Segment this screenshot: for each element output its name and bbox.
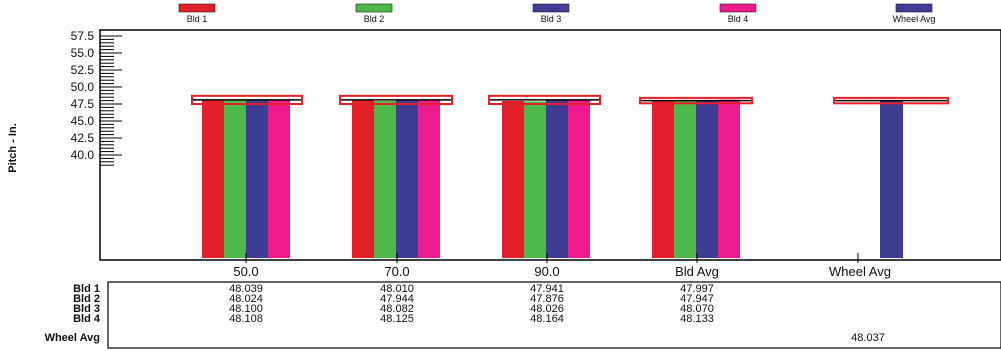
- y-axis-label: Pitch - In.: [7, 123, 19, 173]
- y-tick-label: 47.5: [71, 97, 95, 111]
- table-cell: 47.947: [680, 293, 714, 305]
- bars: [202, 99, 903, 259]
- bar: [524, 101, 546, 258]
- legend-swatch: [532, 3, 570, 13]
- bar: [246, 99, 268, 258]
- bar: [396, 100, 418, 259]
- legend-label: Bld 2: [364, 14, 385, 24]
- tolerance-box: [833, 96, 949, 105]
- bar: [652, 100, 674, 259]
- table-cell: 47.941: [530, 283, 564, 295]
- legend-swatch: [355, 3, 393, 13]
- table-cell: 47.997: [680, 283, 714, 295]
- table-cell: 47.876: [530, 293, 564, 305]
- bar: [696, 100, 718, 259]
- plot-frame: [99, 29, 1001, 261]
- table-row-label: Wheel Avg: [45, 332, 100, 344]
- tolerance-box: [191, 94, 303, 105]
- table-row-label: Bld 4: [73, 313, 101, 325]
- table-row-label: Bld 2: [73, 293, 100, 305]
- table-cell: 47.944: [380, 293, 414, 305]
- legend-swatch: [895, 3, 933, 13]
- bar: [418, 99, 440, 258]
- bar: [224, 100, 246, 258]
- table-cell: 48.125: [380, 313, 414, 325]
- table-cell: 48.108: [229, 313, 263, 325]
- bar: [502, 101, 524, 259]
- y-tick-label: 45.0: [71, 114, 95, 128]
- table-cell: 48.010: [380, 283, 414, 295]
- tolerance-box: [488, 94, 601, 105]
- table-cell: 48.024: [229, 293, 263, 305]
- legend-label: Wheel Avg: [893, 14, 936, 24]
- table-cell: 48.164: [530, 313, 564, 325]
- data-table-frame: [107, 281, 1001, 349]
- table-row-label: Bld 1: [73, 283, 100, 295]
- table-cell: 48.133: [680, 313, 714, 325]
- table-cell: 48.070: [680, 303, 714, 315]
- legend-swatch: [719, 3, 757, 13]
- y-minor-ticks: [100, 35, 122, 166]
- x-tick-label: 90.0: [534, 264, 559, 279]
- table-cell-wheel-avg: 48.037: [851, 332, 885, 344]
- legend-label: Bld 3: [541, 14, 562, 24]
- y-tick-label: 55.0: [71, 46, 95, 60]
- bar: [374, 100, 396, 258]
- bar: [674, 100, 696, 258]
- bar: [880, 100, 903, 259]
- y-tick-label: 42.5: [71, 131, 95, 145]
- bar: [718, 99, 740, 258]
- table-cell: 48.100: [229, 303, 263, 315]
- legend: Bld 1 Bld 2 Bld 3 Bld 4 Wheel Avg: [178, 3, 936, 24]
- tolerance-box: [339, 94, 453, 105]
- x-tick-label: Wheel Avg: [829, 264, 891, 279]
- y-tick-label: 50.0: [71, 80, 95, 94]
- y-tick-label: 52.5: [71, 63, 95, 77]
- x-tick-label: 50.0: [233, 264, 258, 279]
- y-axis-ticks: 57.5 55.0 52.5 50.0 47.5 45.0 42.5 40.0: [71, 29, 95, 162]
- bar: [568, 99, 590, 258]
- x-tick-label: Bld Avg: [675, 264, 719, 279]
- legend-label: Bld 1: [187, 14, 208, 24]
- x-axis-labels: 50.0 70.0 90.0 Bld Avg Wheel Avg: [233, 253, 891, 279]
- table-row-label: Bld 3: [73, 303, 100, 315]
- bar: [202, 100, 224, 258]
- bar: [352, 100, 374, 258]
- table-cell: 48.026: [530, 303, 564, 315]
- tolerance-boxes: [191, 94, 949, 105]
- legend-swatch: [178, 3, 216, 13]
- legend-label: Bld 4: [728, 14, 749, 24]
- y-tick-label: 40.0: [71, 148, 95, 162]
- bar: [268, 99, 290, 258]
- table-cell: 48.082: [380, 303, 414, 315]
- y-tick-label: 57.5: [71, 29, 95, 43]
- bar: [546, 100, 568, 258]
- tolerance-box: [639, 96, 753, 105]
- x-tick-label: 70.0: [384, 264, 409, 279]
- table-cell: 48.039: [229, 283, 263, 295]
